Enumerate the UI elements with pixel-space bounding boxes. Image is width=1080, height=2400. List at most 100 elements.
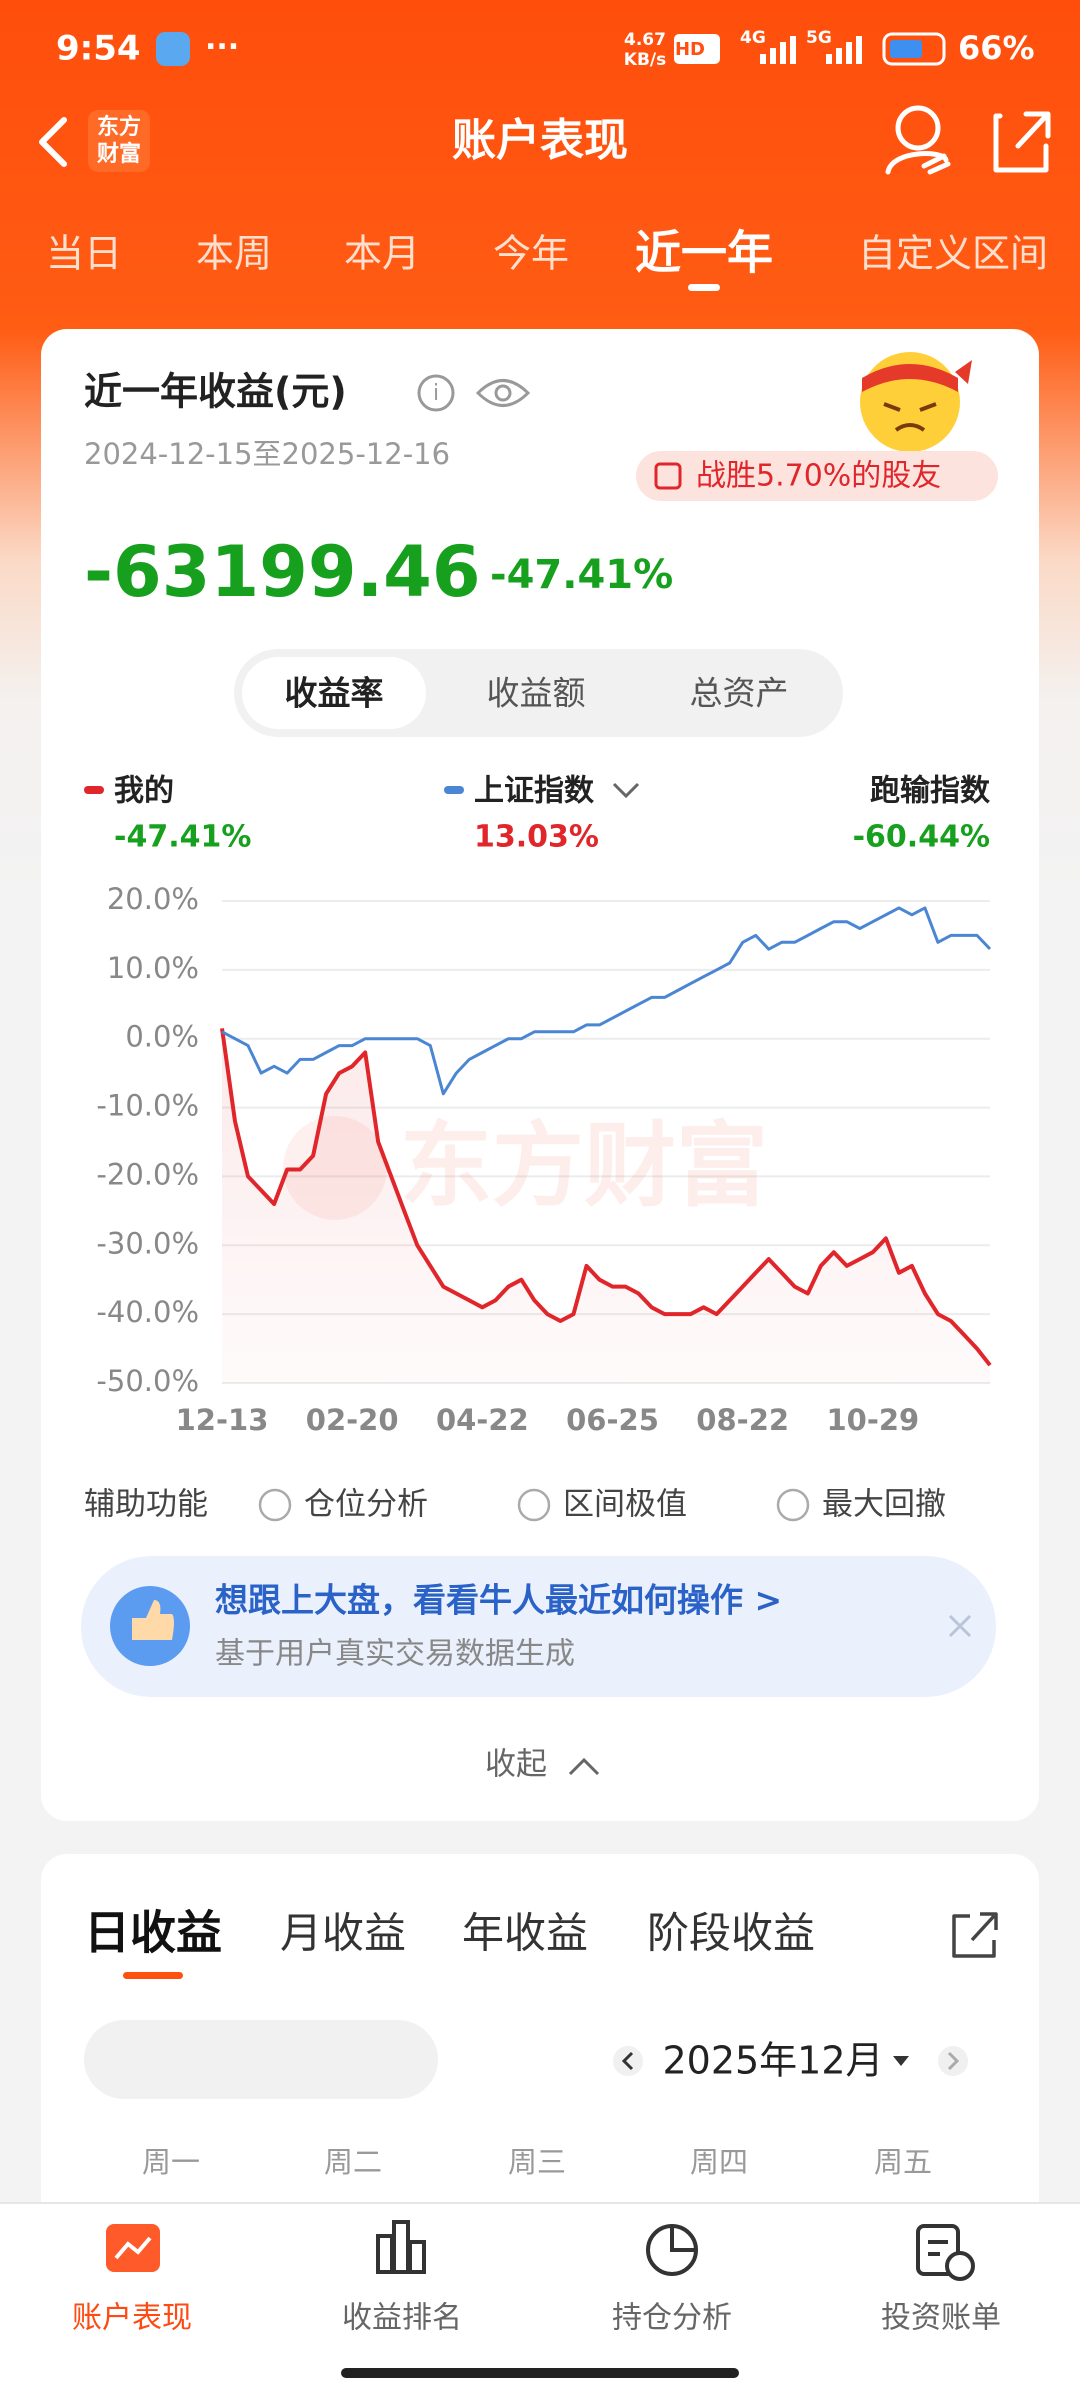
battery-level — [890, 40, 922, 58]
logo-top: 东方 — [97, 114, 141, 140]
period-tab-underline — [688, 284, 720, 291]
x-tick-label: 06-25 — [566, 1403, 659, 1437]
earnings-share[interactable] — [952, 1912, 998, 1958]
nav-label[interactable]: 持仓分析 — [612, 2301, 732, 2336]
month[interactable]: 2025年12月 — [662, 2039, 883, 2083]
nav-label[interactable]: 投资账单 — [881, 2301, 1001, 2336]
earnings-mode-switch — [84, 2020, 438, 2099]
month-next-arrow — [947, 2051, 960, 2071]
compare-label: 跑输指数 — [870, 774, 991, 809]
mascot — [860, 352, 972, 452]
earnings-tab-underline — [123, 1972, 183, 1979]
signal1 — [760, 36, 796, 64]
tool-option[interactable]: 区间极值 — [563, 1487, 687, 1523]
weekday: 周三 — [508, 2145, 566, 2179]
earnings-tab[interactable]: 日收益 — [84, 1906, 222, 1960]
weekday: 周五 — [874, 2145, 932, 2179]
page-title: 账户表现 — [452, 115, 628, 166]
mode-option[interactable]: 收益率 — [285, 674, 384, 713]
signal2 — [826, 36, 862, 64]
logo-box — [88, 110, 150, 172]
banner-close[interactable] — [948, 1614, 972, 1638]
earnings-tab[interactable]: 年收益 — [462, 1909, 588, 1958]
nav-label[interactable]: 账户表现 — [72, 2301, 192, 2336]
profit-rate: -47.41% — [490, 552, 673, 598]
tool-radio[interactable] — [517, 1488, 551, 1522]
collapse[interactable]: 收起 — [485, 1747, 547, 1783]
info-icon[interactable] — [417, 374, 455, 412]
date-range: 2024-12-15至2025-12-16 — [84, 437, 450, 471]
home-indicator — [341, 2368, 739, 2378]
legend-change: -47.41% — [114, 820, 251, 855]
tool-radio[interactable] — [258, 1488, 292, 1522]
month-prev[interactable] — [613, 2046, 643, 2076]
badge[interactable] — [636, 451, 998, 501]
x-tick-label: 02-20 — [306, 1403, 399, 1437]
series-line — [220, 1028, 992, 1367]
bottom-nav — [0, 2203, 1080, 2400]
battery — [882, 32, 946, 66]
earnings-tab[interactable]: 月收益 — [280, 1909, 406, 1958]
period-tab[interactable]: 本月 — [344, 232, 420, 276]
legend-dropdown[interactable] — [612, 782, 640, 799]
badge-text: 战胜5.70%的股友 — [696, 459, 941, 494]
month-dropdown[interactable] — [893, 2056, 909, 2066]
watermark: 东方财富 — [400, 1112, 768, 1219]
profile-button[interactable] — [885, 105, 951, 175]
app-icon — [156, 32, 190, 66]
month-next[interactable] — [938, 2046, 968, 2076]
tool-option[interactable]: 仓位分析 — [304, 1487, 428, 1523]
nav-icon-4 — [916, 2224, 975, 2281]
x-tick-label: 12-13 — [176, 1403, 269, 1437]
series-area — [222, 1028, 990, 1383]
month-prev-arrow — [621, 2051, 634, 2071]
status-time: 9:54 — [56, 29, 141, 69]
y-tick-label: 10.0% — [107, 951, 199, 985]
nav-label[interactable]: 收益排名 — [342, 2301, 462, 2336]
eye-icon[interactable] — [475, 379, 531, 407]
back-button[interactable] — [39, 117, 67, 167]
weekday: 周一 — [142, 2145, 200, 2179]
mode-option[interactable]: 收益额 — [487, 674, 586, 713]
collapse-arrow — [568, 1757, 600, 1776]
period-tab[interactable]: 自定义区间 — [858, 232, 1048, 276]
period-tab[interactable]: 今年 — [493, 232, 569, 276]
y-tick-label: -20.0% — [96, 1157, 199, 1191]
y-tick-label: -30.0% — [96, 1226, 199, 1260]
tools-label: 辅助功能 — [84, 1487, 208, 1523]
period-tab[interactable]: 本周 — [196, 232, 272, 276]
tool-radio[interactable] — [776, 1488, 810, 1522]
banner-title: 想跟上大盘，看看牛人最近如何操作 > — [215, 1581, 782, 1620]
y-tick-label: -10.0% — [96, 1089, 199, 1123]
badge-icon — [654, 462, 682, 490]
net1: 4G — [740, 28, 766, 48]
y-tick-label: -50.0% — [96, 1364, 199, 1398]
legend-name: 我的 — [114, 774, 174, 809]
period-tab[interactable]: 当日 — [46, 232, 122, 276]
tool-option[interactable]: 最大回撤 — [822, 1487, 946, 1523]
legend-swatch — [84, 786, 104, 794]
period-tab[interactable]: 近一年 — [635, 226, 773, 280]
x-tick-label: 08-22 — [696, 1403, 789, 1437]
mode-option[interactable]: 总资产 — [690, 674, 789, 713]
info-glyph: i — [433, 381, 439, 406]
net2: 5G — [806, 28, 832, 48]
share-button[interactable] — [993, 111, 1051, 173]
logo-bottom: 财富 — [97, 141, 141, 167]
speed-value: 4.67 — [624, 30, 666, 50]
summary-title: 近一年收益(元) — [84, 370, 347, 414]
banner-subtitle: 基于用户真实交易数据生成 — [215, 1637, 575, 1672]
legend-change: 13.03% — [474, 820, 599, 855]
mode-active-pill — [242, 657, 426, 729]
y-tick-label: -40.0% — [96, 1295, 199, 1329]
earnings-tab[interactable]: 阶段收益 — [647, 1909, 815, 1958]
y-tick-label: 20.0% — [107, 882, 199, 916]
battery-text: 66% — [958, 29, 1035, 67]
series-line — [221, 906, 992, 1096]
x-tick-label: 10-29 — [826, 1403, 919, 1437]
nav-icon-2 — [376, 2220, 426, 2274]
banner[interactable] — [81, 1556, 996, 1697]
y-tick-label: 0.0% — [125, 1020, 199, 1054]
